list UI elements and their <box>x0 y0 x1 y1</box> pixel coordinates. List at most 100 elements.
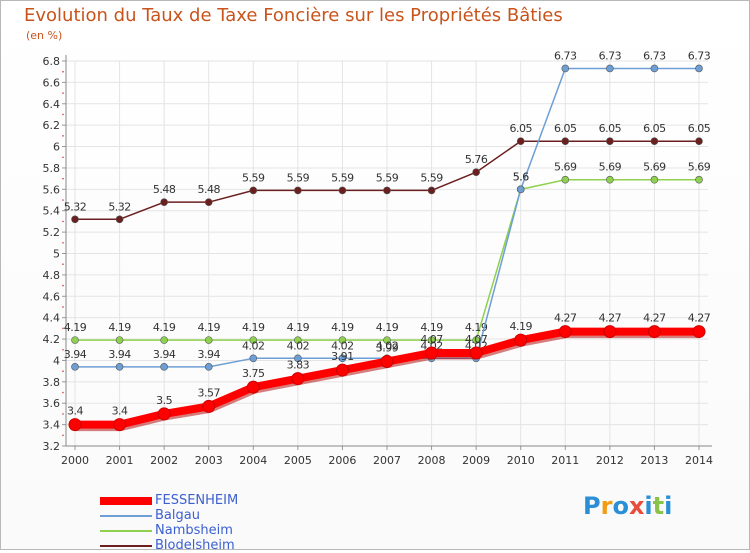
data-point-balgau <box>249 354 258 363</box>
y-tick-label: 6.8 <box>43 55 61 68</box>
proxiti-logo: Proxiti <box>583 492 672 520</box>
data-point-blodelsheim <box>472 168 480 177</box>
data-label-blodelsheim: 5.48 <box>153 183 176 196</box>
y-minor-tick <box>62 135 64 137</box>
data-point-fessenheim <box>514 333 528 347</box>
x-tick-label: 2000 <box>61 454 89 467</box>
data-label-balgau: 6.73 <box>599 49 622 62</box>
data-point-blodelsheim <box>115 215 124 224</box>
data-point-nambsheim <box>204 336 213 344</box>
data-label-balgau: 6.73 <box>688 49 711 62</box>
data-label-balgau: 4.02 <box>376 339 399 352</box>
x-tick-label: 2011 <box>551 454 579 467</box>
data-point-blodelsheim <box>650 137 659 146</box>
data-point-balgau <box>561 64 570 73</box>
data-point-nambsheim <box>695 175 703 184</box>
x-tick-label: 2007 <box>373 454 401 467</box>
data-point-blodelsheim <box>561 137 570 146</box>
data-point-balgau <box>204 363 213 371</box>
chart-title: Evolution du Taux de Taxe Foncière sur l… <box>24 5 563 26</box>
data-label-fessenheim: 3.99 <box>376 342 399 355</box>
legend-label-blodelsheim: Blodelsheim <box>155 538 235 553</box>
y-minor-tick <box>62 70 64 73</box>
logo-letter: t <box>652 492 665 520</box>
data-label-fessenheim: 4.27 <box>643 312 666 325</box>
data-label-balgau: 4.02 <box>331 339 354 352</box>
data-point-blodelsheim <box>383 186 391 195</box>
legend-label-fessenheim: FESSENHEIM <box>155 493 239 508</box>
data-point-nambsheim <box>383 336 391 344</box>
data-point-nambsheim <box>294 336 302 344</box>
x-tick-label: 2004 <box>239 454 267 467</box>
data-point-blodelsheim <box>294 186 302 195</box>
data-label-blodelsheim: 6.05 <box>688 122 711 135</box>
data-point-fessenheim <box>469 346 483 360</box>
data-point-balgau <box>516 185 525 194</box>
x-tick-label: 2014 <box>685 454 713 467</box>
legend-label-balgau: Balgau <box>155 508 200 523</box>
data-point-fessenheim <box>335 363 349 377</box>
y-minor-tick <box>62 306 64 308</box>
y-tick-label: 5.8 <box>43 162 61 175</box>
x-tick-label: 2008 <box>418 454 446 467</box>
data-point-nambsheim <box>650 175 659 184</box>
data-label-balgau: 4.02 <box>287 339 310 352</box>
data-label-nambsheim: 4.19 <box>420 321 443 334</box>
data-label-nambsheim: 4.19 <box>64 321 87 334</box>
data-point-fessenheim <box>291 372 305 386</box>
y-minor-tick <box>62 220 64 223</box>
data-point-balgau <box>338 354 347 363</box>
data-point-nambsheim <box>606 175 614 184</box>
data-label-fessenheim: 4.07 <box>420 333 443 346</box>
data-label-fessenheim: 3.4 <box>67 405 83 418</box>
data-point-nambsheim <box>160 336 168 344</box>
data-point-balgau <box>160 363 168 371</box>
y-minor-tick <box>62 242 64 244</box>
data-label-blodelsheim: 5.32 <box>64 200 87 213</box>
y-minor-tick <box>62 113 64 116</box>
data-point-balgau <box>71 363 79 371</box>
y-minor-tick <box>62 263 64 265</box>
data-label-balgau: 3.94 <box>108 348 131 361</box>
data-label-fessenheim: 3.5 <box>156 394 172 407</box>
data-label-blodelsheim: 5.76 <box>465 153 488 166</box>
data-point-blodelsheim <box>516 137 525 146</box>
data-label-blodelsheim: 6.05 <box>509 122 532 135</box>
data-point-nambsheim <box>115 336 124 344</box>
data-label-fessenheim: 4.27 <box>554 312 577 325</box>
x-tick-label: 2006 <box>328 454 356 467</box>
data-label-nambsheim: 4.19 <box>376 321 399 334</box>
data-label-fessenheim: 4.19 <box>509 320 532 333</box>
data-point-balgau <box>695 64 703 73</box>
data-point-fessenheim <box>113 418 127 432</box>
data-label-nambsheim: 5.6 <box>513 170 529 183</box>
y-tick-label: 5.4 <box>43 205 61 218</box>
data-point-balgau <box>115 363 124 371</box>
data-point-nambsheim <box>71 336 79 344</box>
data-label-balgau: 3.94 <box>153 348 176 361</box>
x-tick-label: 2001 <box>106 454 134 467</box>
data-label-blodelsheim: 5.32 <box>108 200 131 213</box>
logo-letter: r <box>600 492 613 520</box>
y-tick-label: 4 <box>53 354 60 367</box>
data-label-blodelsheim: 5.48 <box>197 183 220 196</box>
data-label-nambsheim: 5.69 <box>643 161 666 174</box>
data-label-fessenheim: 3.75 <box>242 367 265 380</box>
data-point-fessenheim <box>425 346 439 360</box>
data-label-fessenheim: 3.91 <box>331 350 354 363</box>
y-tick-label: 4.2 <box>43 333 61 346</box>
data-label-nambsheim: 4.19 <box>153 321 176 334</box>
y-minor-tick <box>62 434 64 437</box>
data-label-nambsheim: 5.69 <box>554 161 577 174</box>
data-label-nambsheim: 4.19 <box>197 321 220 334</box>
y-tick-label: 6.6 <box>43 76 61 89</box>
data-label-blodelsheim: 5.59 <box>331 171 354 184</box>
y-tick-label: 4.6 <box>43 290 61 303</box>
data-point-fessenheim <box>202 399 216 413</box>
y-tick-label: 6.2 <box>43 119 61 132</box>
data-label-blodelsheim: 6.05 <box>643 122 666 135</box>
data-label-nambsheim: 4.19 <box>331 321 354 334</box>
data-point-fessenheim <box>558 325 572 339</box>
data-point-balgau <box>650 64 659 73</box>
legend-label-nambsheim: Nambsheim <box>155 523 233 538</box>
